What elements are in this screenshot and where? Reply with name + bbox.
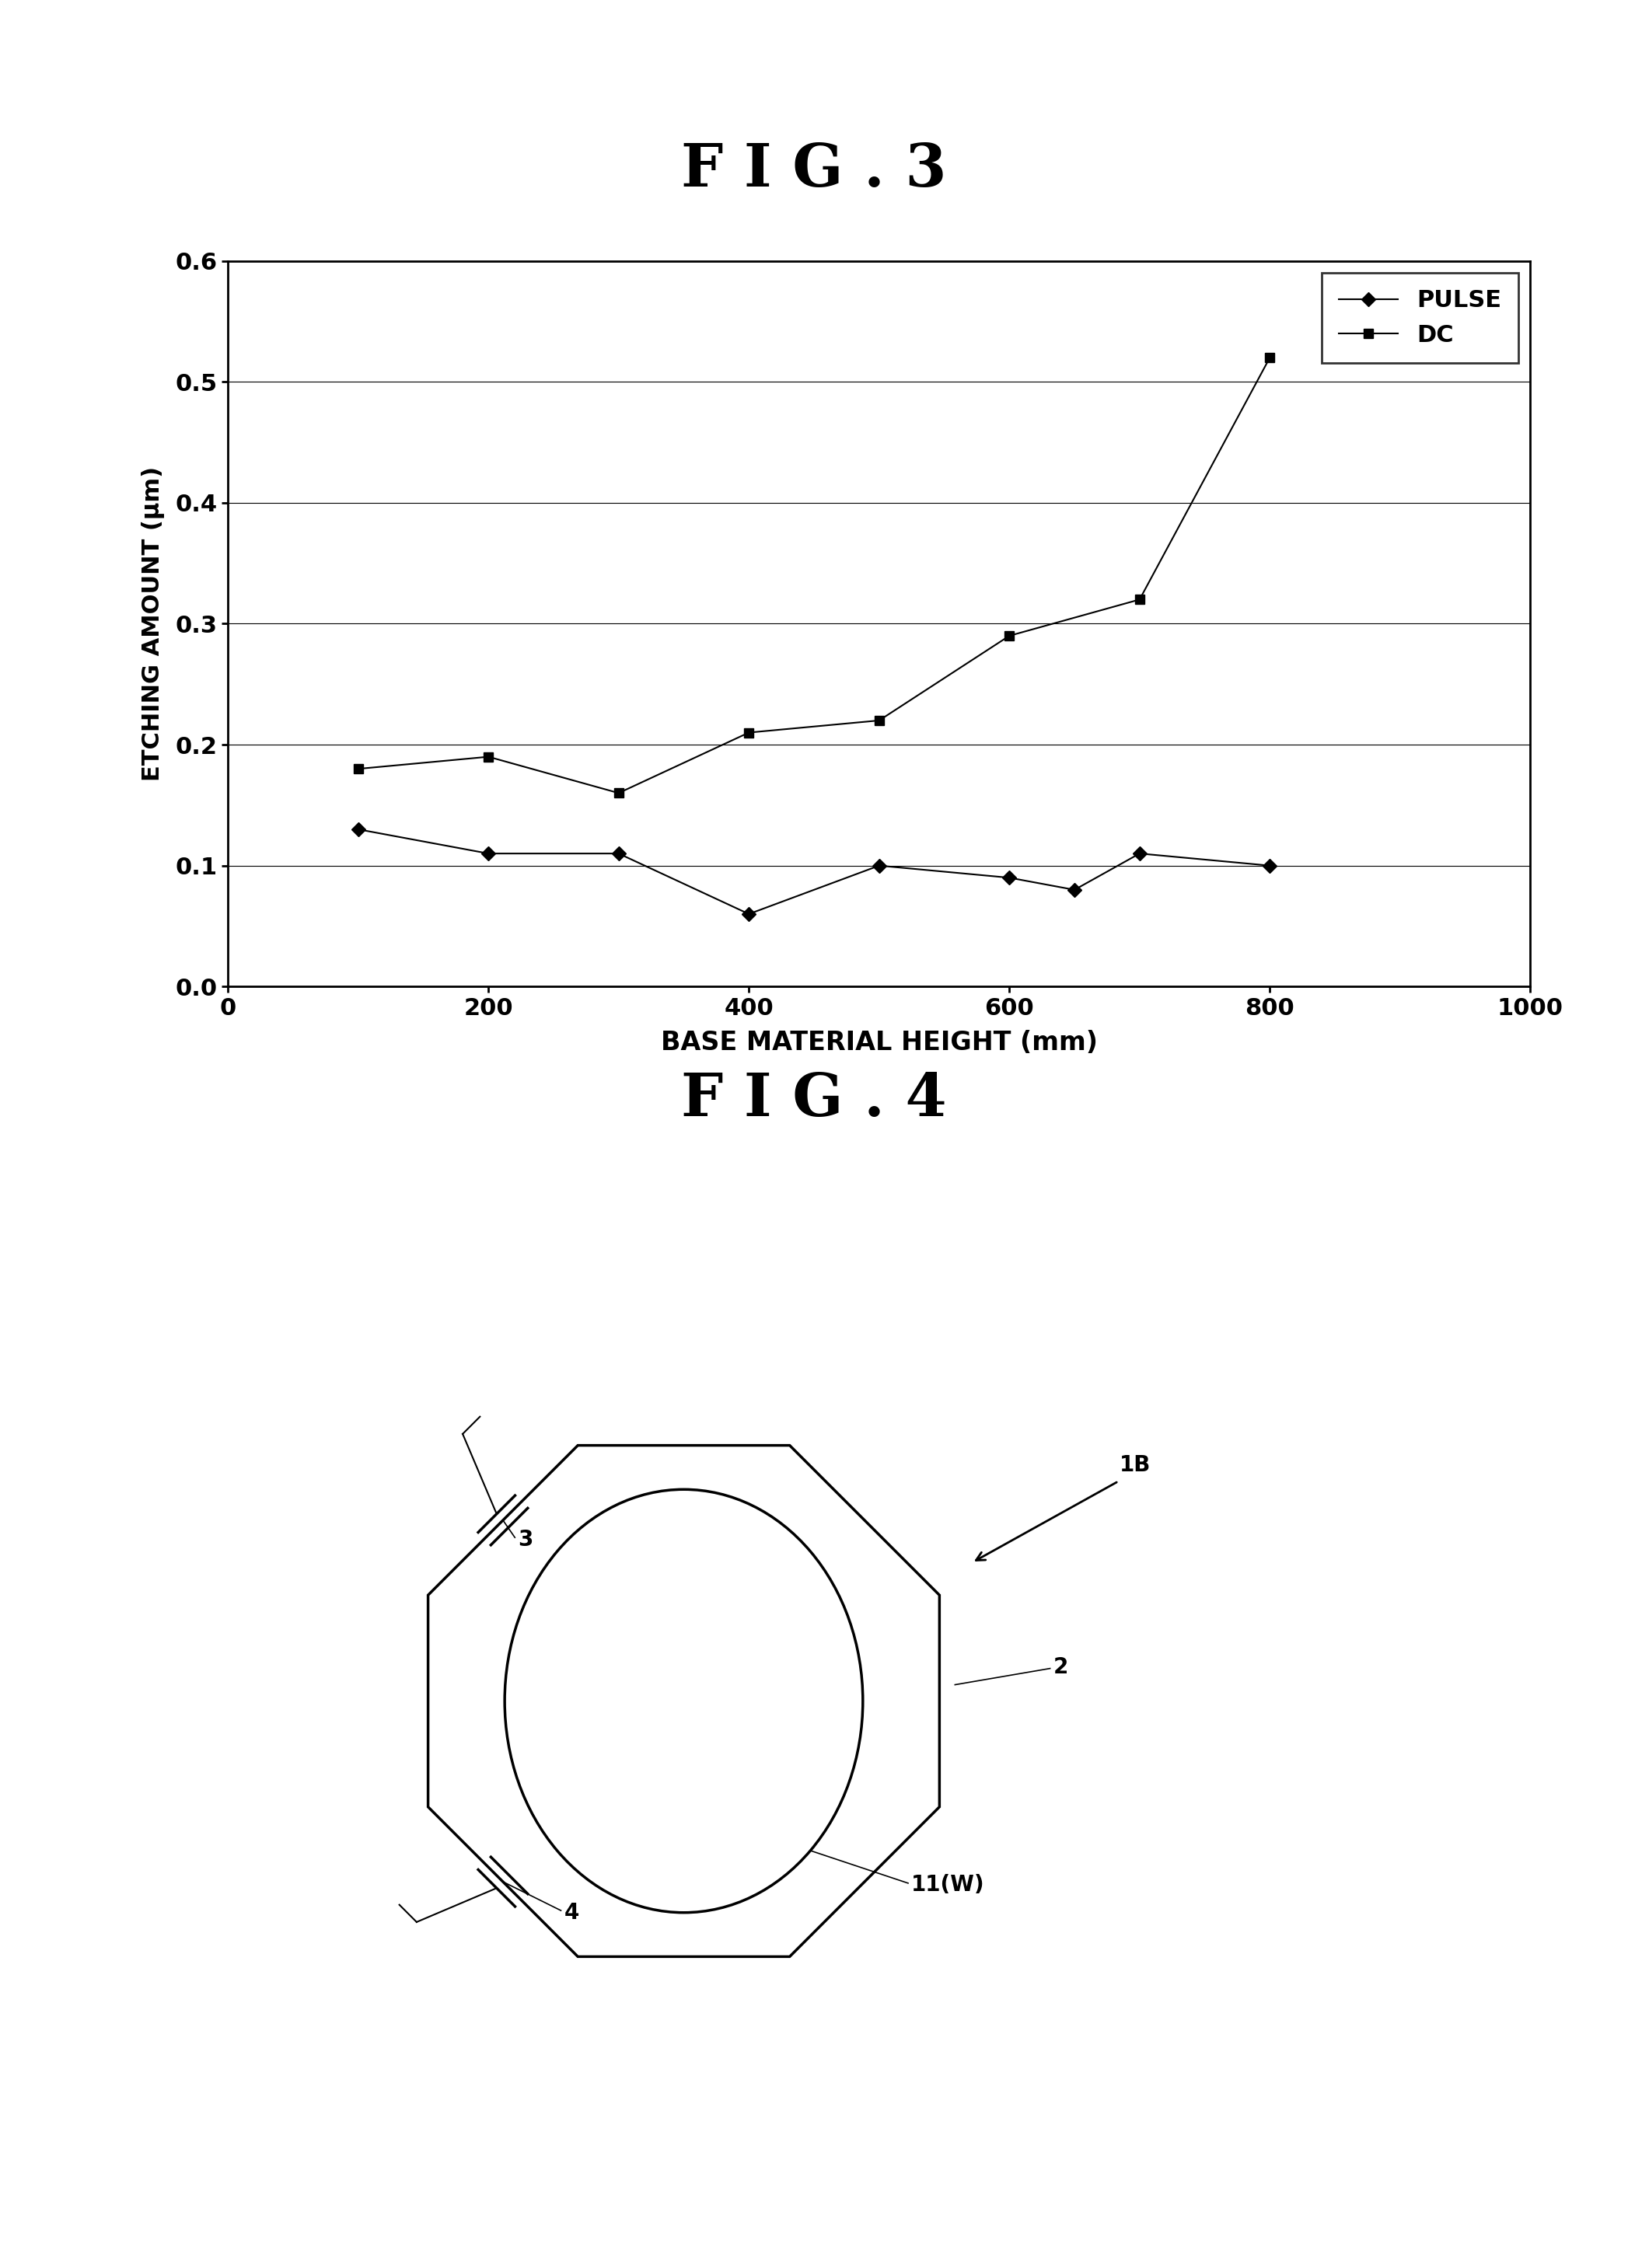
PULSE [1065, 875, 1084, 903]
DC [1130, 585, 1149, 612]
DC [739, 719, 759, 746]
PULSE [479, 839, 498, 866]
Legend: PULSE, DC: PULSE, DC [1322, 272, 1519, 363]
PULSE [1260, 853, 1280, 880]
Text: F I G . 3: F I G . 3 [681, 141, 947, 200]
DC [869, 708, 889, 735]
DC [348, 755, 368, 782]
Line: DC: DC [353, 354, 1275, 798]
PULSE [739, 900, 759, 928]
PULSE [1000, 864, 1019, 891]
DC [479, 744, 498, 771]
DC [609, 780, 628, 807]
DC [1260, 345, 1280, 372]
PULSE [609, 839, 628, 866]
Text: F I G . 4: F I G . 4 [681, 1070, 947, 1129]
PULSE [348, 816, 368, 844]
Text: 4: 4 [565, 1901, 580, 1923]
Text: 3: 3 [518, 1529, 534, 1551]
Line: PULSE: PULSE [353, 826, 1275, 919]
DC [1000, 621, 1019, 649]
PULSE [869, 853, 889, 880]
Text: 2: 2 [1053, 1656, 1068, 1678]
Y-axis label: ETCHING AMOUNT (μm): ETCHING AMOUNT (μm) [142, 467, 164, 780]
Text: 1B: 1B [1118, 1454, 1151, 1476]
Text: 11(W): 11(W) [912, 1873, 985, 1896]
X-axis label: BASE MATERIAL HEIGHT (mm): BASE MATERIAL HEIGHT (mm) [661, 1030, 1097, 1057]
PULSE [1130, 839, 1149, 866]
